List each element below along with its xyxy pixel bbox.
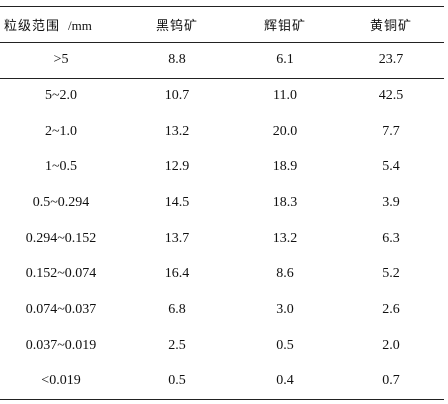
cell-molybdenite: 8.6 xyxy=(276,266,294,282)
table-row: >5 8.8 6.1 23.7 xyxy=(0,42,444,79)
cell-wolframite: 10.7 xyxy=(164,88,190,104)
cell-size-range: 1~0.5 xyxy=(44,159,78,175)
cell-size-range: 0.294~0.152 xyxy=(25,230,97,246)
header-size-label: 粒级范围 xyxy=(4,18,61,34)
cell-wolframite: 14.5 xyxy=(164,195,190,211)
table-row: 0.5~0.294 14.5 18.3 3.9 xyxy=(0,185,444,221)
cell-wolframite: 16.4 xyxy=(164,266,190,282)
cell-size-range: <0.019 xyxy=(0,363,122,400)
data-table-container: 粒级范围/mm 黑钨矿 辉钼矿 黄铜矿 >5 8.8 6.1 23.7 5~2.… xyxy=(0,6,444,400)
table-row: 0.294~0.152 13.7 13.2 6.3 xyxy=(0,221,444,257)
cell-wolframite: 13.2 xyxy=(164,123,190,139)
cell-wolframite: 6.8 xyxy=(168,302,186,318)
cell-chalcopyrite: 7.7 xyxy=(382,123,400,139)
cell-wolframite: 0.5 xyxy=(122,363,232,400)
cell-molybdenite: 18.3 xyxy=(272,195,298,211)
table-row: 2~1.0 13.2 20.0 7.7 xyxy=(0,114,444,150)
cell-wolframite: 8.8 xyxy=(122,42,232,79)
header-size-unit: /mm xyxy=(68,17,92,33)
cell-molybdenite: 20.0 xyxy=(272,123,298,139)
cell-wolframite: 13.7 xyxy=(164,230,190,246)
cell-wolframite: 2.5 xyxy=(168,337,186,353)
table-row: 5~2.0 10.7 11.0 42.5 xyxy=(0,78,444,114)
cell-molybdenite: 18.9 xyxy=(272,159,298,175)
cell-chalcopyrite: 3.9 xyxy=(382,195,400,211)
cell-chalcopyrite: 5.2 xyxy=(382,266,400,282)
cell-size-range: 0.074~0.037 xyxy=(25,302,97,318)
header-size-range: 粒级范围/mm xyxy=(0,6,122,43)
size-fraction-table: 粒级范围/mm 黑钨矿 辉钼矿 黄铜矿 >5 8.8 6.1 23.7 5~2.… xyxy=(0,6,444,400)
cell-chalcopyrite: 42.5 xyxy=(378,88,404,104)
cell-size-range: 5~2.0 xyxy=(44,88,78,104)
cell-size-range: 0.5~0.294 xyxy=(32,195,90,211)
cell-size-range: 2~1.0 xyxy=(44,123,78,139)
cell-molybdenite: 13.2 xyxy=(272,230,298,246)
cell-chalcopyrite: 0.7 xyxy=(338,363,444,400)
header-chalcopyrite: 黄铜矿 xyxy=(338,6,444,43)
header-molybdenite: 辉钼矿 xyxy=(232,6,338,43)
header-wolframite: 黑钨矿 xyxy=(122,6,232,43)
cell-molybdenite: 3.0 xyxy=(276,302,294,318)
table-row: 0.074~0.037 6.8 3.0 2.6 xyxy=(0,292,444,328)
table-row: <0.019 0.5 0.4 0.7 xyxy=(0,363,444,400)
cell-chalcopyrite: 6.3 xyxy=(382,230,400,246)
cell-chalcopyrite: 2.6 xyxy=(382,302,400,318)
cell-size-range: >5 xyxy=(0,42,122,79)
cell-molybdenite: 11.0 xyxy=(273,88,297,104)
cell-molybdenite: 6.1 xyxy=(232,42,338,79)
table-row: 0.037~0.019 2.5 0.5 2.0 xyxy=(0,328,444,364)
cell-size-range: 0.152~0.074 xyxy=(25,266,97,282)
cell-chalcopyrite: 5.4 xyxy=(382,159,400,175)
cell-molybdenite: 0.4 xyxy=(232,363,338,400)
table-row: 0.152~0.074 16.4 8.6 5.2 xyxy=(0,257,444,293)
cell-wolframite: 12.9 xyxy=(164,159,190,175)
cell-chalcopyrite: 2.0 xyxy=(382,337,400,353)
cell-chalcopyrite: 23.7 xyxy=(338,42,444,79)
table-row: 1~0.5 12.9 18.9 5.4 xyxy=(0,150,444,186)
cell-molybdenite: 0.5 xyxy=(276,337,294,353)
table-header-row: 粒级范围/mm 黑钨矿 辉钼矿 黄铜矿 xyxy=(0,6,444,43)
cell-size-range: 0.037~0.019 xyxy=(25,337,97,353)
